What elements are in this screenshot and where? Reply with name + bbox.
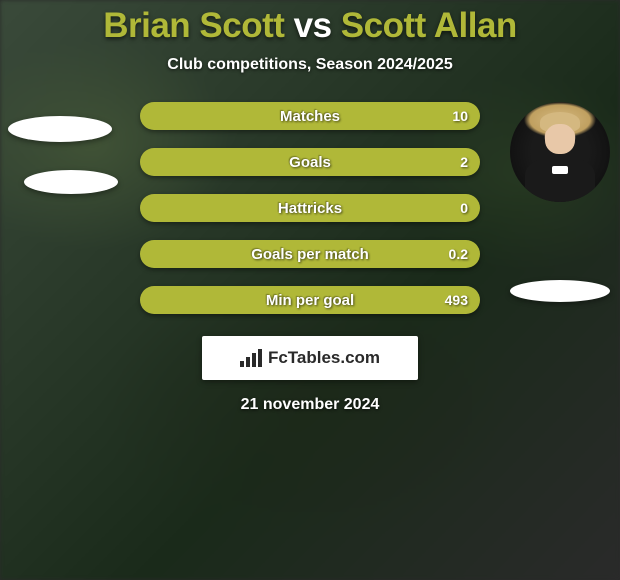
stat-bar: Hattricks0 — [140, 194, 480, 222]
stat-bar: Goals2 — [140, 148, 480, 176]
stat-label: Matches — [140, 108, 480, 125]
bar-chart-icon — [240, 349, 262, 367]
player-left-name: Brian Scott — [103, 6, 284, 45]
stat-value-right: 10 — [452, 108, 468, 124]
avatar-body — [525, 157, 595, 202]
player-right-avatar — [510, 102, 610, 202]
stat-label: Goals per match — [140, 246, 480, 263]
stat-label: Goals — [140, 154, 480, 171]
stat-bar: Goals per match0.2 — [140, 240, 480, 268]
subtitle: Club competitions, Season 2024/2025 — [167, 56, 452, 74]
placeholder-ellipse — [24, 170, 118, 194]
content-container: Brian Scott vs Scott Allan Club competit… — [0, 0, 620, 580]
avatar-collar — [552, 166, 568, 174]
stat-value-right: 493 — [445, 292, 468, 308]
attribution-badge: FcTables.com — [202, 336, 418, 380]
date-text: 21 november 2024 — [241, 396, 380, 414]
stat-bar: Min per goal493 — [140, 286, 480, 314]
comparison-title: Brian Scott vs Scott Allan — [103, 6, 517, 46]
main-area: Matches10 Goals2 Hattricks0 Goals per match… — [0, 102, 620, 314]
player-right-name: Scott Allan — [341, 6, 517, 45]
stat-value-right: 0 — [460, 200, 468, 216]
avatar-face — [545, 124, 575, 154]
stat-label: Min per goal — [140, 292, 480, 309]
attribution-text: FcTables.com — [268, 348, 380, 368]
placeholder-ellipse — [510, 280, 610, 302]
stat-value-right: 0.2 — [449, 246, 468, 262]
stat-bar: Matches10 — [140, 102, 480, 130]
stat-value-right: 2 — [460, 154, 468, 170]
stat-bars: Matches10 Goals2 Hattricks0 Goals per match… — [140, 102, 480, 314]
placeholder-ellipse — [8, 116, 112, 142]
title-vs: vs — [284, 6, 340, 45]
stat-label: Hattricks — [140, 200, 480, 217]
